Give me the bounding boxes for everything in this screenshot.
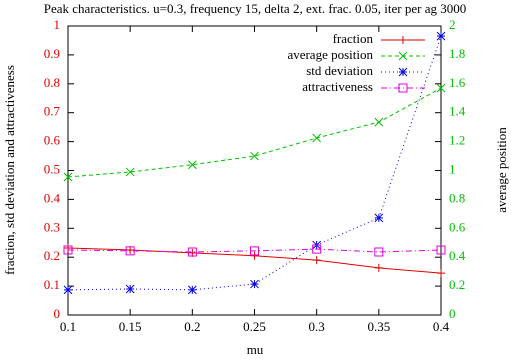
y-tick-label: 0.1 xyxy=(44,277,60,292)
data-point xyxy=(436,245,446,255)
y-tick-label: 0.9 xyxy=(44,46,60,61)
data-point xyxy=(187,160,197,170)
legend-label: average position xyxy=(287,47,373,62)
y-tick-label: 0.5 xyxy=(44,161,60,176)
y-tick-label: 0.7 xyxy=(44,104,61,119)
y-axis-label: fraction, std deviation and attractivene… xyxy=(2,65,17,275)
x-tick-label: 0.15 xyxy=(119,319,142,334)
legend-label: std deviation xyxy=(306,63,373,78)
data-point xyxy=(125,284,135,294)
legend-marker xyxy=(398,67,408,77)
data-point xyxy=(250,246,259,256)
x-tick-label: 0.4 xyxy=(433,319,450,334)
data-point xyxy=(312,133,322,143)
data-point xyxy=(436,31,446,41)
legend-label: attractiveness xyxy=(302,79,373,94)
data-point xyxy=(374,263,383,272)
y-tick-label: 0 xyxy=(54,306,61,321)
x-axis-label: mu xyxy=(247,342,264,357)
data-point xyxy=(250,279,259,289)
data-point xyxy=(187,247,197,257)
y2-tick-label: 0 xyxy=(449,306,456,321)
x-tick-label: 0.25 xyxy=(243,319,266,334)
data-point xyxy=(63,245,73,255)
y2-tick-label: 1.4 xyxy=(449,104,466,119)
data-point xyxy=(312,244,322,254)
series-line xyxy=(67,248,442,253)
data-point xyxy=(187,285,197,295)
y2-tick-label: 0.2 xyxy=(449,277,465,292)
data-point xyxy=(374,213,384,223)
data-point xyxy=(374,247,384,257)
chart-title: Peak characteristics. u=0.3, frequency 1… xyxy=(44,1,466,16)
y-tick-label: 0.4 xyxy=(44,190,61,205)
y-tick-label: 0.2 xyxy=(44,248,60,263)
series-line xyxy=(67,87,442,178)
y-tick-label: 0.6 xyxy=(44,133,61,148)
data-point xyxy=(250,151,259,161)
x-tick-label: 0.3 xyxy=(309,319,325,334)
y2-axis-label: average position xyxy=(494,127,509,213)
data-point xyxy=(64,243,72,252)
data-point xyxy=(125,246,135,256)
y-tick-label: 0.8 xyxy=(44,75,60,90)
y-tick-label: 1 xyxy=(54,17,61,32)
x-tick-label: 0.1 xyxy=(60,319,76,334)
data-point xyxy=(63,285,73,295)
data-point xyxy=(125,167,135,177)
plot-frame xyxy=(67,25,442,316)
legend-label: fraction xyxy=(333,31,374,46)
data-point xyxy=(250,251,259,260)
y2-tick-label: 2 xyxy=(449,17,456,32)
legend-marker xyxy=(399,36,407,44)
legend-marker xyxy=(398,51,408,61)
y2-tick-label: 1.6 xyxy=(449,75,466,90)
y2-tick-label: 0.6 xyxy=(449,219,466,234)
y2-tick-label: 1 xyxy=(449,161,456,176)
y-tick-label: 0.3 xyxy=(44,219,60,234)
data-point xyxy=(374,117,384,127)
data-point xyxy=(436,83,446,93)
y2-tick-label: 1.8 xyxy=(449,46,465,61)
x-tick-label: 0.35 xyxy=(367,319,390,334)
y2-tick-label: 0.8 xyxy=(449,190,465,205)
legend-marker xyxy=(398,83,408,93)
data-point xyxy=(312,256,321,265)
data-point xyxy=(437,269,445,278)
y2-tick-label: 1.2 xyxy=(449,133,465,148)
y2-tick-label: 0.4 xyxy=(449,248,466,263)
data-point xyxy=(63,172,73,182)
x-tick-label: 0.2 xyxy=(184,319,200,334)
